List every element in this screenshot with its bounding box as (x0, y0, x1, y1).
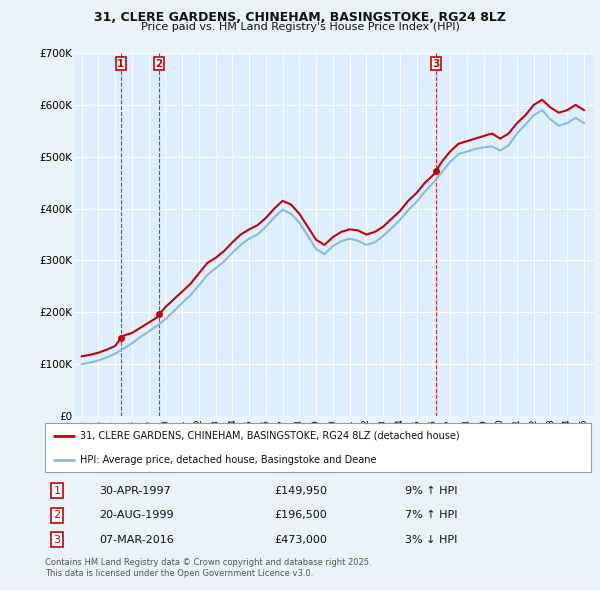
Text: 3% ↓ HPI: 3% ↓ HPI (406, 535, 458, 545)
Text: £196,500: £196,500 (274, 510, 327, 520)
Text: 1: 1 (53, 486, 61, 496)
Text: 1: 1 (117, 58, 124, 68)
Text: 2: 2 (155, 58, 163, 68)
Text: Price paid vs. HM Land Registry's House Price Index (HPI): Price paid vs. HM Land Registry's House … (140, 22, 460, 32)
Text: 3: 3 (53, 535, 61, 545)
Text: 2: 2 (53, 510, 61, 520)
Text: 3: 3 (433, 58, 440, 68)
Text: Contains HM Land Registry data © Crown copyright and database right 2025.
This d: Contains HM Land Registry data © Crown c… (45, 558, 371, 578)
Text: 31, CLERE GARDENS, CHINEHAM, BASINGSTOKE, RG24 8LZ: 31, CLERE GARDENS, CHINEHAM, BASINGSTOKE… (94, 11, 506, 24)
Text: 07-MAR-2016: 07-MAR-2016 (100, 535, 175, 545)
Text: 9% ↑ HPI: 9% ↑ HPI (406, 486, 458, 496)
Text: 31, CLERE GARDENS, CHINEHAM, BASINGSTOKE, RG24 8LZ (detached house): 31, CLERE GARDENS, CHINEHAM, BASINGSTOKE… (80, 431, 460, 441)
Text: HPI: Average price, detached house, Basingstoke and Deane: HPI: Average price, detached house, Basi… (80, 455, 377, 465)
Text: 30-APR-1997: 30-APR-1997 (100, 486, 172, 496)
Text: £473,000: £473,000 (274, 535, 327, 545)
Text: £149,950: £149,950 (274, 486, 328, 496)
Text: 20-AUG-1999: 20-AUG-1999 (100, 510, 174, 520)
Text: 7% ↑ HPI: 7% ↑ HPI (406, 510, 458, 520)
